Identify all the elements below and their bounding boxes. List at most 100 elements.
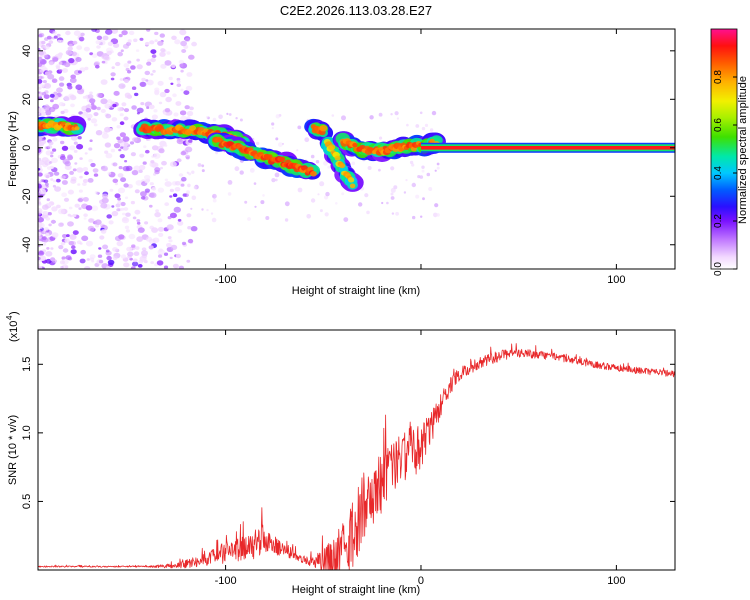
speckle-point	[180, 88, 184, 92]
speckle-point	[212, 117, 217, 122]
speckle-point	[178, 173, 184, 177]
speckle-point	[67, 221, 74, 227]
speckle-point	[212, 198, 217, 203]
speckle-point	[169, 161, 177, 167]
speckle-point	[100, 79, 108, 85]
speckle-point	[395, 211, 399, 216]
speckle-point	[47, 203, 52, 207]
speckle-point	[38, 250, 44, 255]
speckle-point	[183, 90, 190, 95]
speckle-point	[85, 205, 93, 211]
speckle-point	[164, 181, 172, 187]
ridge-core	[420, 145, 675, 150]
speckle-point	[88, 218, 94, 223]
speckle-point	[38, 266, 42, 269]
speckle-point	[119, 154, 125, 159]
speckle-point	[282, 142, 284, 145]
speckle-point	[144, 70, 151, 76]
speckle-point	[431, 110, 437, 116]
speckle-point	[136, 107, 144, 114]
speckle-point	[136, 58, 140, 62]
speckle-point	[104, 103, 111, 109]
speckle-point	[341, 192, 345, 196]
speckle-point	[78, 36, 85, 42]
speckle-point	[323, 160, 328, 166]
speckle-point	[122, 216, 128, 222]
speckle-point	[104, 142, 112, 148]
speckle-point	[343, 217, 349, 223]
speckle-point	[82, 182, 87, 187]
speckle-point	[65, 30, 71, 36]
speckle-point	[61, 175, 66, 180]
speckle-point	[115, 203, 121, 208]
speckle-point	[186, 171, 189, 174]
speckle-point	[169, 195, 173, 198]
speckle-point	[144, 41, 150, 46]
speckle-point	[218, 114, 223, 120]
speckle-point	[157, 40, 164, 46]
speckle-point	[122, 165, 130, 172]
speckle-point	[58, 102, 65, 107]
speckle-point	[275, 114, 280, 119]
speckle-point	[429, 128, 434, 132]
speckle-point	[164, 178, 169, 182]
speckle-point	[169, 256, 173, 260]
speckle-point	[141, 247, 147, 251]
spectrogram-y-ticks: -40 -20 0 20 40	[21, 45, 675, 253]
speckle-point	[275, 137, 279, 141]
speckle-point	[110, 29, 119, 34]
speckle-point	[158, 254, 163, 258]
speckle-point	[49, 161, 53, 164]
speckle-point	[155, 209, 160, 213]
speckle-point	[169, 188, 174, 193]
colorbar-tick-label: 0.8	[713, 70, 724, 84]
colorbar-frame	[710, 28, 738, 270]
speckle-point	[47, 145, 53, 149]
speckle-point	[166, 224, 174, 231]
speckle-point	[44, 104, 50, 109]
speckle-point	[170, 82, 174, 86]
speckle-point	[59, 82, 65, 87]
speckle-point	[41, 40, 46, 45]
speckle-point	[100, 109, 106, 113]
speckle-point	[52, 31, 57, 35]
speckle-point	[54, 186, 62, 192]
speckle-point	[83, 217, 87, 220]
speckle-point	[49, 93, 55, 98]
speckle-point	[50, 219, 56, 224]
x-tick-label: -100	[215, 274, 237, 286]
snr-y-scale-label: (x10 4 )	[5, 311, 20, 342]
speckle-point	[180, 69, 184, 73]
speckle-point	[154, 167, 161, 173]
colorbar-tick-label: 0.4	[713, 166, 724, 180]
speckle-point	[60, 241, 66, 246]
speckle-point	[174, 181, 181, 186]
speckle-point	[146, 61, 152, 66]
speckle-point	[136, 221, 141, 225]
speckle-point	[234, 166, 240, 172]
speckle-point	[151, 114, 158, 120]
speckle-point	[65, 255, 72, 260]
speckle-point	[42, 210, 49, 216]
speckle-point	[38, 62, 43, 68]
speckle-point	[70, 249, 77, 255]
speckle-point	[149, 192, 157, 199]
speckle-point	[112, 255, 118, 260]
speckle-point	[177, 218, 182, 222]
speckle-point	[146, 106, 150, 109]
speckle-point	[119, 78, 124, 81]
speckle-point	[436, 162, 440, 166]
speckle-point	[68, 58, 75, 64]
speckle-point	[57, 208, 66, 215]
ridge-blob	[347, 177, 355, 183]
speckle-point	[133, 38, 138, 43]
snr-y-scale-close: )	[8, 311, 20, 315]
speckle-point	[419, 175, 424, 179]
speckle-point	[420, 215, 423, 218]
speckle-point	[112, 103, 117, 108]
x-tick-label: 100	[607, 575, 625, 587]
speckle-point	[68, 206, 73, 210]
speckle-point	[72, 213, 77, 218]
speckle-point	[158, 101, 163, 105]
speckle-point	[74, 162, 78, 165]
